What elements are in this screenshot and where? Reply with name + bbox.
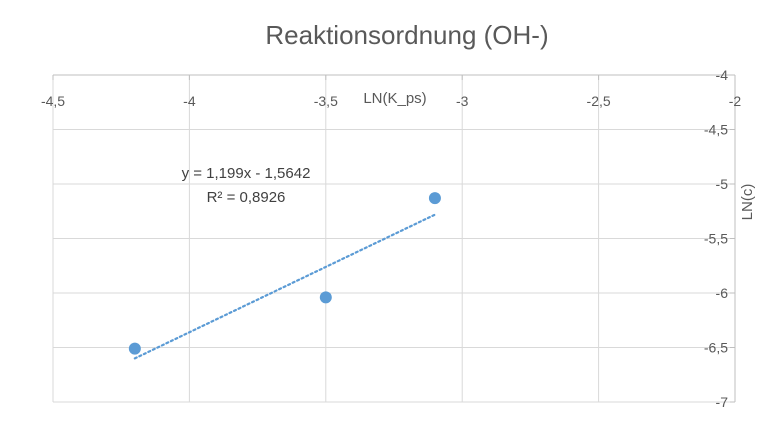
- chart-title: Reaktionsordnung (OH-): [265, 20, 548, 50]
- data-point: [128, 342, 141, 355]
- x-tick-label: -2: [729, 93, 742, 109]
- y-axis-title: LN(c): [739, 184, 756, 221]
- y-tick-label: -4,5: [704, 122, 728, 138]
- y-tick-label: -4: [716, 67, 729, 83]
- x-axis-title: LN(K_ps): [363, 90, 426, 107]
- y-tick-label: -7: [716, 394, 729, 410]
- trendline: [133, 213, 437, 360]
- trendline-r-squared: R² = 0,8926: [207, 189, 286, 206]
- data-point: [428, 192, 441, 205]
- tick-labels: -4,5 -4 -3,5 -3 -2,5 -2-4-4,5-5-5,5-6-6,5-7: [41, 67, 741, 410]
- y-tick-label: -6,5: [704, 340, 728, 356]
- y-tick-label: -5: [716, 176, 729, 192]
- data-point: [319, 291, 332, 304]
- grid: [52, 74, 736, 403]
- x-tick-label: -3,5: [314, 93, 338, 109]
- x-tick-label: -2,5: [587, 93, 611, 109]
- trendline-equation: y = 1,199x - 1,5642: [182, 165, 311, 182]
- x-tick-label: -4,5: [41, 93, 65, 109]
- y-tick-label: -5,5: [704, 231, 728, 247]
- x-tick-label: -4: [183, 93, 196, 109]
- y-tick-label: -6: [716, 285, 729, 301]
- trendline-group: [133, 213, 437, 360]
- data-points: [128, 192, 441, 355]
- x-tick-label: -3: [456, 93, 469, 109]
